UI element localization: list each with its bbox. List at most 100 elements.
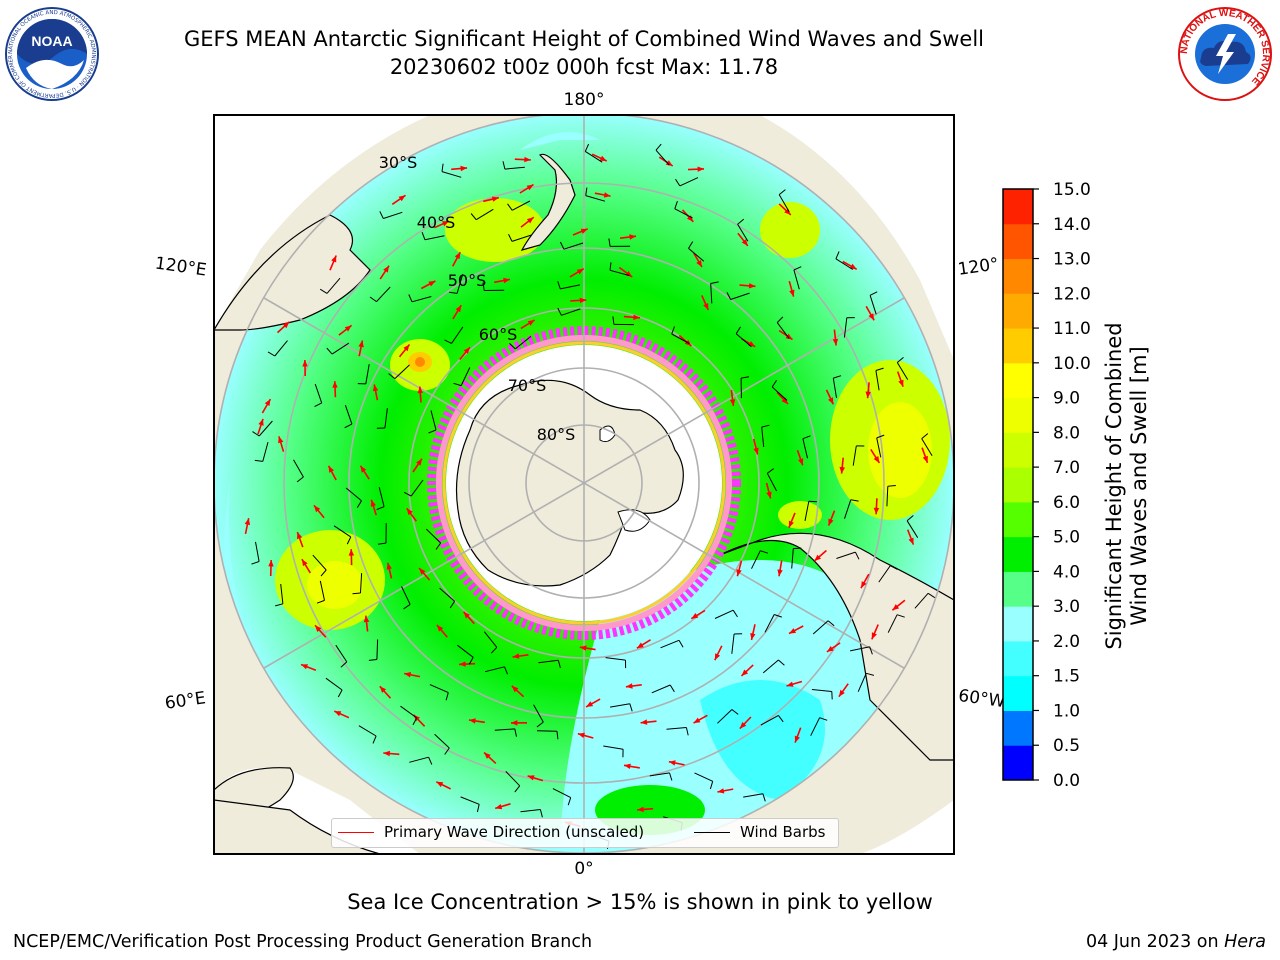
wind-barb-staff xyxy=(293,459,304,478)
wind-barb-feather xyxy=(678,640,684,648)
lon-label-180: 180° xyxy=(564,90,605,110)
wave-arrow-head xyxy=(838,689,845,697)
colorbar-segment xyxy=(1003,640,1033,677)
wave-arrow-head xyxy=(832,338,839,346)
wind-barb-staff xyxy=(326,277,341,294)
wind-barb-feather xyxy=(356,500,362,508)
lon-label-120e: 120°E xyxy=(154,254,208,281)
colorbar-tick-label: 8.0 xyxy=(1053,423,1080,443)
wave-arrow-head xyxy=(741,239,748,246)
wave-arrow-head xyxy=(428,281,436,287)
wind-barb-feather xyxy=(470,213,477,221)
wind-barb-feather xyxy=(675,178,681,187)
wind-barb-staff xyxy=(710,283,713,304)
wave-arrow-head xyxy=(922,455,928,463)
wind-barb-staff xyxy=(429,684,449,694)
wave-arrow-head xyxy=(665,160,673,166)
wind-barb-staff xyxy=(365,364,370,384)
colorbar-segment xyxy=(1003,536,1033,572)
wind-barb-staff xyxy=(425,528,442,544)
wind-barb-staff xyxy=(401,586,411,605)
wave-arrow-head xyxy=(495,804,503,810)
wind-barb-staff xyxy=(376,639,379,660)
wind-barb-feather xyxy=(896,357,904,363)
wind-barb-staff xyxy=(358,725,377,737)
colorbar-segment xyxy=(1003,293,1033,329)
wind-barb-feather xyxy=(890,565,898,570)
wind-barb-staff xyxy=(857,673,867,692)
wind-barb-feather xyxy=(507,203,513,211)
wave-arrow-head xyxy=(301,664,308,670)
colorbar: 0.0 0.5 1.0 1.5 2.0 3.0 4.0 5.0 6.0 7.0 8.0 9.0 10.0… xyxy=(1002,180,1091,791)
wind-barb-staff xyxy=(409,756,429,763)
wind-barb-feather xyxy=(612,316,615,325)
wind-barb-staff xyxy=(460,367,471,386)
wind-barb-staff xyxy=(483,631,498,648)
wave-arrow-head xyxy=(331,255,337,263)
colorbar-tick-label: 4.0 xyxy=(1053,562,1080,582)
wind-barb-staff xyxy=(804,501,810,521)
lon-label-0: 0° xyxy=(574,859,593,879)
colorbar-tick-label: 9.0 xyxy=(1053,389,1080,409)
wind-barb-staff xyxy=(743,793,763,798)
lat-label-40s: 40°S xyxy=(417,213,456,232)
wind-barb-feather xyxy=(368,659,377,661)
wave-arrow-head xyxy=(750,633,756,640)
wind-barb-feather xyxy=(296,476,304,483)
wind-barb-staff xyxy=(717,709,733,724)
wind-barb-feather xyxy=(509,343,516,350)
colorbar-segment xyxy=(1003,606,1033,642)
wind-barb-staff xyxy=(514,336,532,350)
wave-arrow-head xyxy=(828,518,834,526)
wind-barb-feather xyxy=(731,709,739,715)
wave-arrow-head xyxy=(348,549,355,556)
wind-barb-feather xyxy=(761,424,770,428)
wind-barb-feather xyxy=(372,735,377,744)
wind-barb-feather xyxy=(671,326,675,335)
wind-barb-staff xyxy=(451,326,464,344)
wind-barb-staff xyxy=(439,587,455,602)
wind-barb-staff xyxy=(434,733,450,749)
wind-barb-staff xyxy=(563,242,584,250)
wave-arrow-head xyxy=(789,289,795,297)
wind-barb-staff xyxy=(394,364,410,379)
wind-barb-feather xyxy=(833,375,842,379)
wind-barb-staff xyxy=(679,177,699,187)
wind-barb-staff xyxy=(345,487,362,502)
wind-barb-feather xyxy=(403,491,412,497)
legend-label-wave-direction: Primary Wave Direction (unscaled) xyxy=(384,823,645,841)
wave-arrow-head xyxy=(839,466,845,474)
lon-label-120w: 120° xyxy=(957,254,1000,280)
wave-arrow-head xyxy=(398,195,406,202)
wind-barb-feather xyxy=(585,187,588,196)
wave-arrow-head xyxy=(703,303,709,310)
wind-barb-staff xyxy=(791,548,794,569)
wind-barb-feather xyxy=(760,550,769,554)
wave-arrow-head xyxy=(781,397,788,404)
legend-item-wave-direction: Primary Wave Direction (unscaled) xyxy=(338,823,644,841)
colorbar-tick-label: 10.0 xyxy=(1053,354,1091,374)
wind-barb-staff xyxy=(906,520,919,538)
wind-barb-feather xyxy=(827,620,835,627)
wind-barb-feather xyxy=(669,772,673,781)
map-area: 30°S 40°S 50°S 60°S 70°S 80°S xyxy=(214,115,954,854)
ross-ice-shelf xyxy=(599,425,616,443)
colorbar-tick-label: 12.0 xyxy=(1053,284,1091,304)
colorbar-tick-label: 6.0 xyxy=(1053,493,1080,513)
colorbar-tick-label: 1.5 xyxy=(1053,667,1080,687)
wind-barb-feather xyxy=(850,499,859,502)
wind-barb-feather xyxy=(767,468,774,474)
wave-arrow-head xyxy=(372,384,379,392)
wave-arrow-head xyxy=(794,735,800,743)
wind-barb-staff xyxy=(778,194,790,213)
wind-barb-staff xyxy=(430,410,437,431)
wind-barb-feather xyxy=(776,316,784,323)
wave-arrow-head xyxy=(416,458,422,466)
wind-barb-staff xyxy=(714,609,734,619)
wind-barb-staff xyxy=(520,809,541,813)
wind-barb-staff xyxy=(344,405,353,425)
wave-arrow-head xyxy=(459,661,466,667)
wind-barb-staff xyxy=(504,166,525,170)
wave-arrow-head xyxy=(696,260,702,267)
wave-arrow-head xyxy=(403,344,410,352)
